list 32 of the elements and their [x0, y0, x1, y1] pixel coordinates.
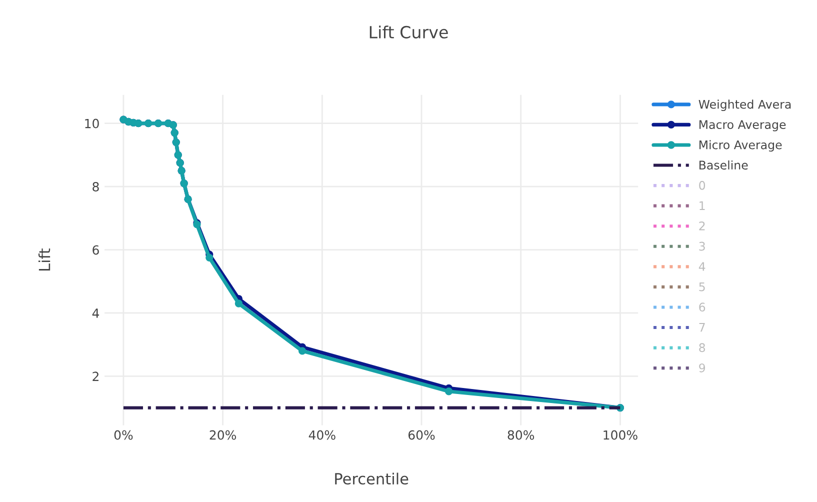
- legend-label: 2: [699, 221, 705, 230]
- legend-label: 9: [699, 363, 706, 372]
- x-tick-label: 0%: [114, 430, 133, 440]
- legend-label: 6: [699, 302, 706, 312]
- point: [298, 347, 306, 355]
- legend-label: 8: [699, 343, 706, 352]
- legend-label: Baseline: [699, 160, 748, 170]
- x-axis-title: Percentile: [335, 472, 408, 485]
- x-tick-label: 100%: [604, 430, 638, 440]
- chart-title: Lift Curve: [370, 26, 448, 38]
- legend-label: 7: [699, 323, 705, 332]
- point: [206, 254, 214, 262]
- x-tick-label: 80%: [508, 430, 534, 440]
- point: [234, 300, 243, 308]
- legend-label: Micro Average: [699, 140, 782, 152]
- x-tick-label: 60%: [408, 430, 435, 440]
- legend-label: 0: [699, 180, 706, 190]
- point: [445, 388, 453, 396]
- y-tick-label: 2: [92, 372, 98, 381]
- legend-label: Macro Average: [699, 120, 786, 132]
- x-tick-label: 40%: [308, 430, 336, 440]
- y-tick-label: 8: [92, 182, 99, 192]
- legend-label: 1: [700, 201, 705, 210]
- y-axis-title: Lift: [38, 248, 50, 270]
- legend-label: Weighted Avera: [698, 100, 791, 112]
- y-tick-label: 10: [85, 118, 99, 128]
- x-tick-label: 20%: [210, 430, 236, 440]
- legend-label: 3: [699, 242, 705, 251]
- y-tick-label: 6: [92, 245, 99, 255]
- y-tick-label: 4: [92, 308, 100, 318]
- legend-label: 5: [699, 282, 705, 292]
- legend-label: 4: [698, 262, 706, 271]
